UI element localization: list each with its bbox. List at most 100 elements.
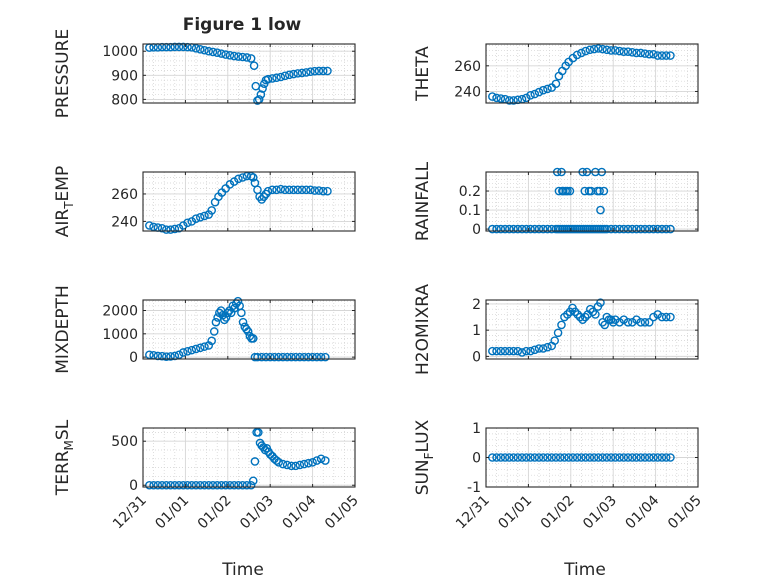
data-point [217,480,226,490]
data-point [619,47,629,56]
y-axis-label: H2OMIXRA [413,284,433,375]
data-point [594,44,603,53]
data-point [291,461,300,471]
axes-box [485,171,699,232]
data-point [500,346,510,356]
data-point [242,324,251,334]
data-point [526,346,535,356]
plot-area [143,44,355,103]
data-point [551,453,561,462]
data-point [291,352,300,362]
data-point [191,44,201,53]
data-point [492,224,501,234]
data-point [606,46,616,55]
data-point [225,51,235,60]
data-point [304,352,313,362]
data-point [632,315,641,324]
data-point [598,453,607,462]
data-point [250,457,260,466]
data-point [526,91,535,100]
data-point [209,327,219,336]
data-point [238,52,247,62]
data-point [289,185,298,195]
y-axis-label: TERRMSL [53,419,76,496]
data-point [187,480,197,490]
data-point [488,346,497,356]
data-point [191,480,201,490]
data-point [178,348,188,357]
data-point [563,186,572,196]
data-point [580,186,590,196]
data-point [225,180,235,189]
data-point [505,346,514,356]
data-point [318,66,328,76]
data-point [627,317,637,327]
data-point [242,53,252,62]
data-point [627,48,637,57]
data-point [274,458,283,467]
data-point [276,184,286,194]
data-point [170,480,180,490]
y-axis-label: MIXDEPTH [53,285,73,374]
data-point [200,480,209,490]
y-tick-label: 240 [111,214,138,230]
data-point [496,453,506,462]
data-point [217,49,226,58]
plot-area [486,172,698,231]
data-point [602,453,612,462]
data-point [304,458,313,468]
data-point [211,317,221,327]
data-point [599,186,609,196]
subplot-pressure: 800 900 1000 PRESSURE [53,29,356,118]
data-point [282,352,292,362]
data-point [509,346,518,356]
data-point [578,315,587,324]
data-point [550,336,559,345]
data-point [208,480,218,490]
data-point [636,48,646,58]
data-point [551,79,561,89]
data-point [295,352,305,362]
data-point [257,352,267,362]
data-point [238,480,247,490]
data-point [323,186,332,196]
data-point [581,46,590,56]
data-point [619,224,629,234]
data-point [204,46,214,56]
data-point [183,480,192,490]
data-point [195,343,205,353]
data-point [606,224,616,234]
data-point [195,44,205,54]
data-point [563,310,572,319]
data-point [178,480,188,490]
data-point [666,224,675,234]
data-point [640,49,650,58]
data-point [547,224,557,234]
axes-box [485,43,699,104]
data-point [543,224,552,234]
subplot-h2omixra: 0 1 2 H2OMIXRA [413,284,699,375]
data-point [611,46,620,55]
data-point [270,352,279,362]
data-point [560,453,569,462]
data-point [323,66,332,76]
data-point [301,185,311,195]
data-point [653,51,663,60]
data-point [157,223,167,233]
data-point [517,348,527,357]
data-point [627,224,637,234]
data-point [640,453,650,462]
data-point [586,186,596,196]
data-point [310,66,320,76]
data-point [314,186,324,195]
data-point [577,453,586,462]
data-point [183,347,192,356]
data-point [534,453,544,462]
y-tick-label: 0 [472,451,481,467]
data-point [538,453,548,462]
data-point [207,336,216,346]
y-axis-label: THETA [413,46,433,102]
data-point [301,68,311,77]
data-point [492,346,501,356]
data-point [589,453,599,462]
